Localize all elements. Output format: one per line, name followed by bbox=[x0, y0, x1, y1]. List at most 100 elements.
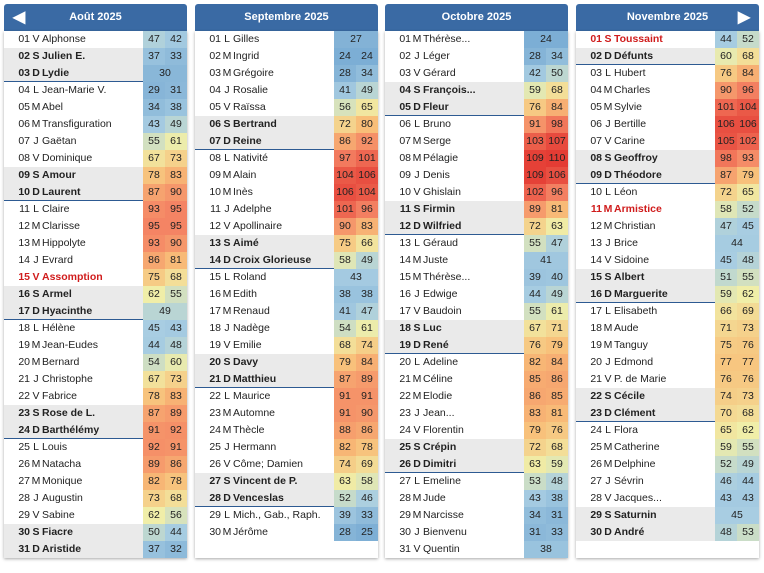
day-row[interactable]: 06 S Bertrand 72 80 bbox=[195, 116, 378, 133]
day-row[interactable]: 19 M Jean-Eudes 44 48 bbox=[4, 337, 187, 354]
day-row[interactable]: 18 J Nadège 54 61 bbox=[195, 320, 378, 337]
day-row[interactable]: 13 S Aimé 75 66 bbox=[195, 235, 378, 252]
day-row[interactable]: 16 M Edith 38 38 bbox=[195, 286, 378, 303]
day-row[interactable]: 09 D Théodore 87 79 bbox=[576, 167, 759, 184]
day-row[interactable]: 07 M Serge 103 107 bbox=[385, 133, 568, 150]
day-row[interactable]: 25 J Hermann 82 78 bbox=[195, 439, 378, 456]
day-row[interactable]: 28 D Venceslas 52 46 bbox=[195, 490, 378, 507]
day-row[interactable]: 24 D Barthélémy 91 92 bbox=[4, 422, 187, 439]
day-row[interactable]: 20 M Bernard 54 60 bbox=[4, 354, 187, 371]
day-row[interactable]: 06 J Bertille 106 106 bbox=[576, 116, 759, 133]
day-row[interactable]: 09 J Denis 109 106 bbox=[385, 167, 568, 184]
day-row[interactable]: 03 L Hubert 76 84 bbox=[576, 65, 759, 82]
day-row[interactable]: 13 M Hippolyte 93 90 bbox=[4, 235, 187, 252]
day-row[interactable]: 12 V Apollinaire 90 83 bbox=[195, 218, 378, 235]
day-row[interactable]: 04 J Rosalie 41 49 bbox=[195, 82, 378, 99]
day-row[interactable]: 03 D Lydie 30 bbox=[4, 65, 187, 82]
day-row[interactable]: 03 M Grégoire 28 34 bbox=[195, 65, 378, 82]
day-row[interactable]: 29 L Mich., Gab., Raph. 39 33 bbox=[195, 507, 378, 524]
day-row[interactable]: 30 S Fiacre 50 44 bbox=[4, 524, 187, 541]
day-row[interactable]: 05 D Fleur 76 84 bbox=[385, 99, 568, 116]
day-row[interactable]: 29 V Sabine 62 56 bbox=[4, 507, 187, 524]
day-row[interactable]: 31 D Aristide 37 32 bbox=[4, 541, 187, 558]
day-row[interactable]: 30 J Bienvenu 31 33 bbox=[385, 524, 568, 541]
day-row[interactable]: 14 V Sidoine 45 48 bbox=[576, 252, 759, 269]
day-row[interactable]: 31 V Quentin 38 bbox=[385, 541, 568, 558]
day-row[interactable]: 08 L Nativité 97 101 bbox=[195, 150, 378, 167]
day-row[interactable]: 20 L Adeline 82 84 bbox=[385, 354, 568, 371]
day-row[interactable]: 07 V Carine 105 102 bbox=[576, 133, 759, 150]
previous-month-button[interactable]: ◀ bbox=[8, 4, 30, 31]
day-row[interactable]: 25 M Catherine 59 55 bbox=[576, 439, 759, 456]
day-row[interactable]: 18 L Hélène 45 43 bbox=[4, 320, 187, 337]
day-row[interactable]: 11 S Firmin 89 81 bbox=[385, 201, 568, 218]
day-row[interactable]: 22 M Elodie 86 85 bbox=[385, 388, 568, 405]
day-row[interactable]: 15 M Thérèse... 39 40 bbox=[385, 269, 568, 286]
day-row[interactable]: 03 V Gérard 42 50 bbox=[385, 65, 568, 82]
day-row[interactable]: 10 M Inès 106 104 bbox=[195, 184, 378, 201]
day-row[interactable]: 08 V Dominique 67 73 bbox=[4, 150, 187, 167]
day-row[interactable]: 25 S Crépin 72 68 bbox=[385, 439, 568, 456]
day-row[interactable]: 17 D Hyacinthe 49 bbox=[4, 303, 187, 320]
day-row[interactable]: 15 S Albert 51 55 bbox=[576, 269, 759, 286]
day-row[interactable]: 18 S Luc 67 71 bbox=[385, 320, 568, 337]
day-row[interactable]: 04 L Jean-Marie V. 29 31 bbox=[4, 82, 187, 99]
day-row[interactable]: 13 J Brice 44 bbox=[576, 235, 759, 252]
day-row[interactable]: 28 J Augustin 73 68 bbox=[4, 490, 187, 507]
day-row[interactable]: 22 L Maurice 91 91 bbox=[195, 388, 378, 405]
day-row[interactable]: 12 D Wilfried 72 63 bbox=[385, 218, 568, 235]
day-row[interactable]: 11 M Armistice 58 52 bbox=[576, 201, 759, 218]
day-row[interactable]: 27 L Emeline 53 48 bbox=[385, 473, 568, 490]
day-row[interactable]: 04 S François... 59 68 bbox=[385, 82, 568, 99]
day-row[interactable]: 12 M Clarisse 95 95 bbox=[4, 218, 187, 235]
day-row[interactable]: 14 M Juste 41 bbox=[385, 252, 568, 269]
day-row[interactable]: 17 V Baudoin 55 61 bbox=[385, 303, 568, 320]
day-row[interactable]: 28 M Jude 43 38 bbox=[385, 490, 568, 507]
day-row[interactable]: 06 L Bruno 91 98 bbox=[385, 116, 568, 133]
day-row[interactable]: 01 M Thérèse... 24 bbox=[385, 31, 568, 48]
day-row[interactable]: 21 J Christophe 67 73 bbox=[4, 371, 187, 388]
day-row[interactable]: 24 M Thècle 88 86 bbox=[195, 422, 378, 439]
day-row[interactable]: 21 D Matthieu 87 89 bbox=[195, 371, 378, 388]
day-row[interactable]: 02 J Léger 28 34 bbox=[385, 48, 568, 65]
day-row[interactable]: 22 S Cécile 74 73 bbox=[576, 388, 759, 405]
day-row[interactable]: 10 L Léon 72 65 bbox=[576, 184, 759, 201]
day-row[interactable]: 12 M Christian 47 45 bbox=[576, 218, 759, 235]
day-row[interactable]: 02 M Ingrid 24 24 bbox=[195, 48, 378, 65]
day-row[interactable]: 28 V Jacques... 43 43 bbox=[576, 490, 759, 507]
next-month-button[interactable]: ▶ bbox=[733, 4, 755, 31]
day-row[interactable]: 08 S Geoffroy 98 93 bbox=[576, 150, 759, 167]
day-row[interactable]: 04 M Charles 90 96 bbox=[576, 82, 759, 99]
day-row[interactable]: 24 L Flora 65 62 bbox=[576, 422, 759, 439]
day-row[interactable]: 09 S Amour 78 83 bbox=[4, 167, 187, 184]
day-row[interactable]: 29 M Narcisse 34 31 bbox=[385, 507, 568, 524]
day-row[interactable]: 01 L Gilles 27 bbox=[195, 31, 378, 48]
day-row[interactable]: 30 D André 48 53 bbox=[576, 524, 759, 541]
day-row[interactable]: 20 J Edmond 77 77 bbox=[576, 354, 759, 371]
day-row[interactable]: 06 M Transfiguration 43 49 bbox=[4, 116, 187, 133]
day-row[interactable]: 24 V Florentin 79 76 bbox=[385, 422, 568, 439]
day-row[interactable]: 05 V Raïssa 56 65 bbox=[195, 99, 378, 116]
day-row[interactable]: 07 D Reine 86 92 bbox=[195, 133, 378, 150]
day-row[interactable]: 29 S Saturnin 45 bbox=[576, 507, 759, 524]
day-row[interactable]: 02 S Julien E. 37 33 bbox=[4, 48, 187, 65]
day-row[interactable]: 15 L Roland 43 bbox=[195, 269, 378, 286]
day-row[interactable]: 21 M Céline 85 86 bbox=[385, 371, 568, 388]
day-row[interactable]: 26 V Côme; Damien 74 69 bbox=[195, 456, 378, 473]
day-row[interactable]: 23 J Jean... 83 81 bbox=[385, 405, 568, 422]
day-row[interactable]: 20 S Davy 79 84 bbox=[195, 354, 378, 371]
day-row[interactable]: 17 M Renaud 41 47 bbox=[195, 303, 378, 320]
day-row[interactable]: 01 S Toussaint 44 52 bbox=[576, 31, 759, 48]
day-row[interactable]: 02 D Défunts 60 68 bbox=[576, 48, 759, 65]
day-row[interactable]: 10 D Laurent 87 90 bbox=[4, 184, 187, 201]
day-row[interactable]: 19 D René 76 79 bbox=[385, 337, 568, 354]
day-row[interactable]: 13 L Géraud 55 47 bbox=[385, 235, 568, 252]
day-row[interactable]: 11 J Adelphe 101 96 bbox=[195, 201, 378, 218]
day-row[interactable]: 19 M Tanguy 75 76 bbox=[576, 337, 759, 354]
day-row[interactable]: 27 S Vincent de P. 63 58 bbox=[195, 473, 378, 490]
day-row[interactable]: 27 J Sévrin 46 44 bbox=[576, 473, 759, 490]
day-row[interactable]: 25 L Louis 92 91 bbox=[4, 439, 187, 456]
day-row[interactable]: 01 V Alphonse 47 42 bbox=[4, 31, 187, 48]
day-row[interactable]: 15 V Assomption 75 68 bbox=[4, 269, 187, 286]
day-row[interactable]: 14 D Croix Glorieuse 58 49 bbox=[195, 252, 378, 269]
